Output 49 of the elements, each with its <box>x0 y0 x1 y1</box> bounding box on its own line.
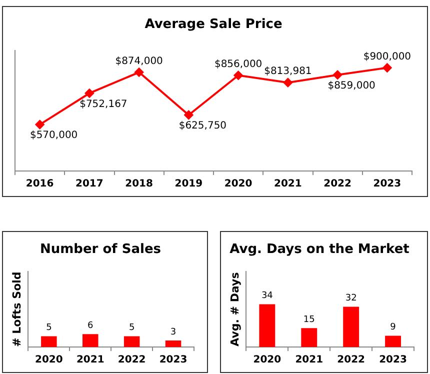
data-label: 5 <box>46 323 52 334</box>
bar <box>343 306 360 347</box>
bar <box>259 304 276 347</box>
point <box>84 88 94 98</box>
y-axis-title: Avg. # Days <box>228 272 242 346</box>
data-label: 34 <box>261 291 274 302</box>
x-tick-label: 2022 <box>337 354 366 366</box>
data-label: 32 <box>345 294 357 304</box>
point <box>283 78 292 88</box>
x-tick-label: 2020 <box>35 354 63 366</box>
x-tick-label: 2021 <box>76 354 104 366</box>
data-label: $859,000 <box>328 80 376 92</box>
data-label: $900,000 <box>363 51 412 62</box>
x-tick-label: 2020 <box>224 178 252 190</box>
point <box>134 68 144 77</box>
data-label: 5 <box>128 323 135 334</box>
x-tick-label: 2017 <box>76 178 104 190</box>
data-label: $856,000 <box>214 58 262 70</box>
chart-title: Average Sale Price <box>144 17 282 32</box>
data-label: 15 <box>303 314 315 325</box>
bar <box>301 328 318 347</box>
x-tick-label: 2016 <box>26 178 54 190</box>
data-label: $874,000 <box>115 56 163 67</box>
x-tick-label: 2023 <box>373 178 402 190</box>
x-tick-label: 2018 <box>125 178 154 190</box>
data-label: $570,000 <box>30 130 78 142</box>
point <box>333 70 342 80</box>
chart-title: Avg. Days on the Market <box>230 242 410 258</box>
x-tick-label: 2019 <box>174 178 203 190</box>
x-tick-label: 2022 <box>118 354 146 366</box>
data-label: 3 <box>170 327 176 338</box>
data-label: $813,981 <box>264 66 312 78</box>
point <box>382 63 392 72</box>
x-tick-label: 2020 <box>253 354 282 366</box>
y-axis-title: # Lofts Sold <box>10 272 24 347</box>
x-tick-label: 2023 <box>379 354 407 366</box>
data-label: $625,750 <box>178 120 227 132</box>
point <box>234 70 243 80</box>
chart-title: Number of Sales <box>40 242 162 258</box>
x-tick-label: 2021 <box>274 178 302 190</box>
x-tick-label: 2023 <box>159 354 188 366</box>
point <box>184 110 194 120</box>
x-tick-label: 2021 <box>295 354 324 366</box>
data-label: 9 <box>390 322 396 333</box>
point <box>35 120 44 130</box>
x-tick-label: 2022 <box>324 178 352 190</box>
data-label: $752,167 <box>80 98 128 110</box>
bar <box>385 336 401 347</box>
data-label: 6 <box>88 320 94 331</box>
